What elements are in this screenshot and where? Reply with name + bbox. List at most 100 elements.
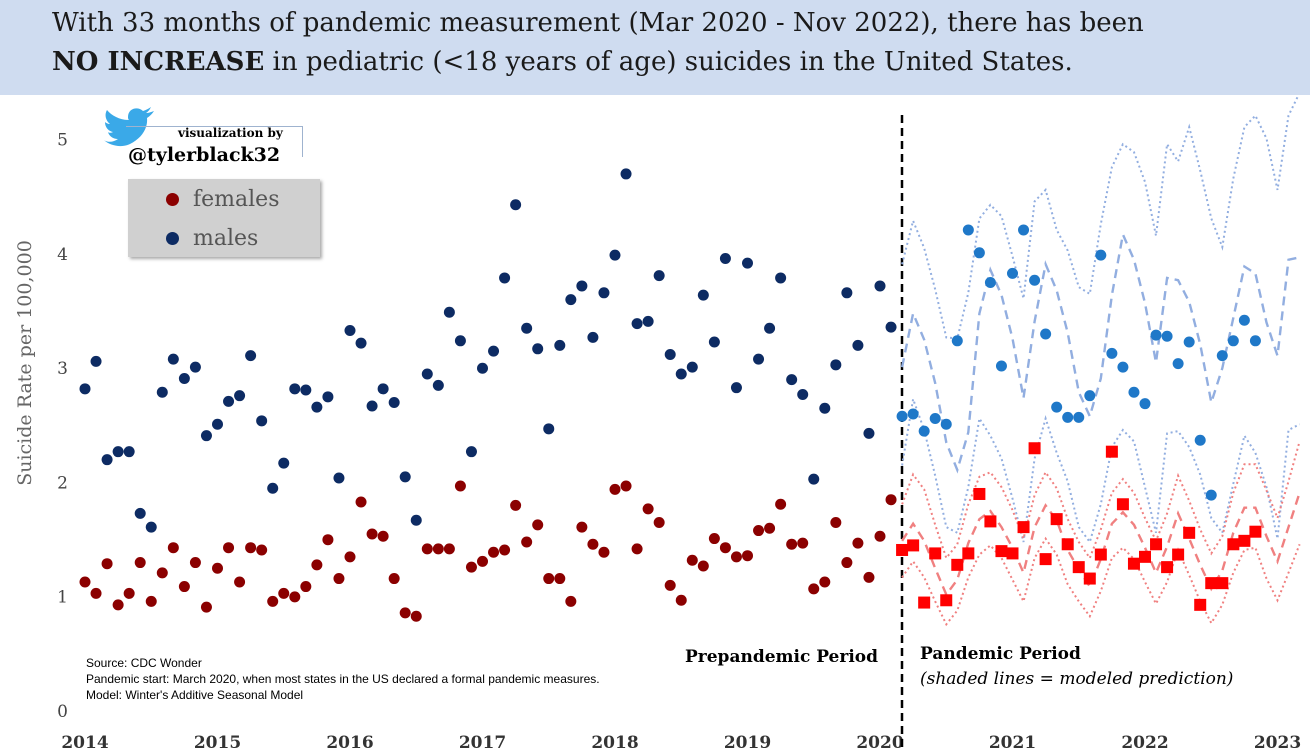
- data-point: [653, 517, 665, 529]
- y-tick-label: 3: [57, 359, 68, 379]
- y-tick-label: 0: [57, 702, 68, 722]
- data-point: [532, 343, 544, 355]
- data-point: [1084, 390, 1096, 402]
- data-point: [708, 336, 720, 348]
- data-point: [951, 558, 964, 571]
- data-point: [940, 418, 952, 430]
- data-point: [1105, 445, 1118, 458]
- x-tick-label: 2023: [1254, 733, 1301, 753]
- data-point: [510, 499, 522, 511]
- data-point: [598, 546, 610, 558]
- data-point: [454, 335, 466, 347]
- data-point: [1127, 557, 1140, 570]
- data-point: [587, 538, 599, 550]
- x-axis-ticks: 2014 2015 2016 2017 2018 2019 2020 2021 2022 2023: [61, 733, 1301, 753]
- data-point: [311, 559, 323, 571]
- data-point: [940, 594, 953, 607]
- pandemic-period-note: (shaded lines = modeled prediction): [920, 669, 1234, 689]
- data-point: [443, 306, 455, 318]
- data-point: [1051, 401, 1063, 413]
- data-point: [432, 543, 444, 555]
- data-point: [708, 533, 720, 545]
- data-point: [223, 542, 235, 554]
- data-point: [90, 355, 102, 367]
- x-tick-label: 2022: [1121, 733, 1168, 753]
- data-point: [719, 253, 731, 265]
- data-point: [499, 544, 511, 556]
- data-point: [388, 573, 400, 585]
- y-tick-label: 2: [57, 473, 68, 493]
- data-point: [885, 494, 897, 506]
- data-point: [1018, 224, 1030, 236]
- data-point: [234, 576, 246, 588]
- data-point: [1183, 336, 1195, 348]
- data-point: [289, 591, 301, 603]
- x-tick-label: 2017: [459, 733, 506, 753]
- data-point: [510, 199, 522, 211]
- data-point: [388, 397, 400, 409]
- data-point: [223, 395, 235, 407]
- data-point: [1116, 498, 1129, 511]
- data-point: [167, 353, 179, 365]
- data-point: [984, 515, 997, 528]
- data-point: [874, 530, 886, 542]
- x-tick-label: 2014: [61, 733, 108, 753]
- data-point: [973, 487, 986, 500]
- data-point: [543, 573, 555, 585]
- data-point: [344, 325, 356, 337]
- data-point: [962, 224, 974, 236]
- data-point: [167, 542, 179, 554]
- data-point: [742, 550, 753, 562]
- data-point: [399, 607, 411, 619]
- data-point: [477, 362, 488, 374]
- chart-title-line-1: With 33 months of pandemic measurement (…: [52, 8, 1144, 38]
- title-rest: in pediatric (<18 years of age) suicides…: [264, 47, 1073, 77]
- data-point: [786, 374, 798, 386]
- data-point: [1216, 350, 1228, 362]
- model-line: [901, 441, 1301, 561]
- x-tick-label: 2021: [989, 733, 1036, 753]
- data-point: [1106, 347, 1118, 359]
- data-point: [432, 379, 444, 391]
- data-point: [1117, 361, 1129, 373]
- data-point: [1139, 398, 1151, 410]
- data-point: [808, 583, 820, 595]
- data-point: [521, 536, 533, 548]
- data-point: [112, 446, 124, 458]
- data-point: [156, 386, 168, 398]
- data-point: [675, 368, 687, 380]
- credit-frame: [126, 126, 303, 157]
- data-point: [1150, 538, 1163, 551]
- data-point: [521, 322, 533, 334]
- data-point: [929, 547, 942, 560]
- data-point: [311, 401, 323, 413]
- data-point: [488, 546, 500, 558]
- data-point: [852, 339, 864, 351]
- data-point: [322, 534, 334, 546]
- pandemic-period-label: Pandemic Period: [920, 644, 1081, 664]
- data-point: [1172, 358, 1184, 370]
- data-point: [830, 517, 842, 529]
- data-point: [1238, 314, 1250, 326]
- data-point: [819, 576, 831, 588]
- data-point: [1039, 553, 1052, 566]
- data-point: [212, 418, 223, 430]
- data-point: [642, 503, 654, 515]
- data-point: [178, 581, 190, 593]
- chart-title-line-2: NO INCREASE in pediatric (<18 years of a…: [52, 47, 1073, 77]
- data-point: [234, 390, 246, 402]
- prepandemic-period-label: Prepandemic Period: [685, 647, 879, 667]
- legend-label-females: females: [193, 186, 280, 212]
- data-point: [863, 427, 875, 439]
- data-point: [1083, 572, 1096, 585]
- data-point: [753, 525, 765, 537]
- data-point: [995, 360, 1007, 372]
- data-point: [355, 337, 367, 349]
- data-point: [421, 368, 433, 380]
- data-point: [1172, 548, 1185, 561]
- data-point: [631, 543, 643, 555]
- data-point: [697, 289, 709, 301]
- data-point: [797, 537, 809, 549]
- data-point: [344, 551, 356, 563]
- data-point: [278, 587, 290, 599]
